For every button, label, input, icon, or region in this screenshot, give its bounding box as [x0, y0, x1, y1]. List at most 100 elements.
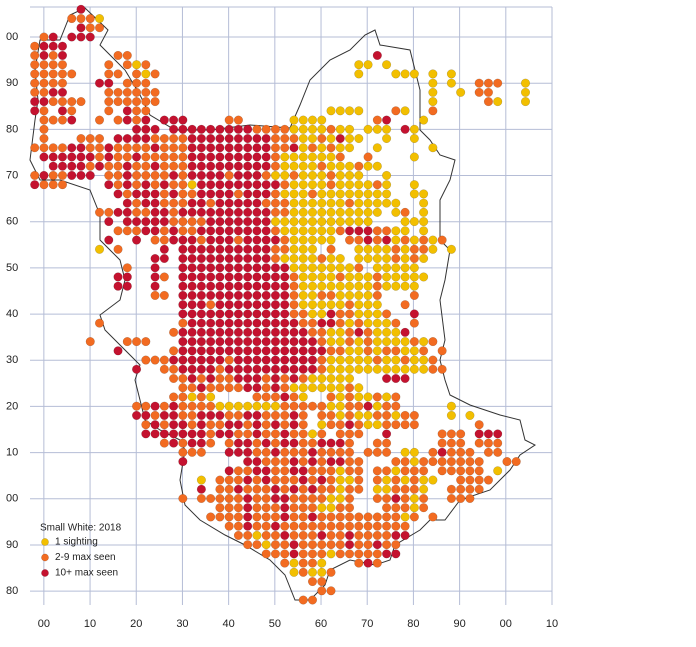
sighting-dot	[409, 263, 419, 273]
sighting-dot	[409, 475, 419, 485]
sighting-dot	[280, 300, 290, 310]
sighting-dot	[502, 457, 512, 467]
sighting-dot	[196, 410, 206, 420]
sighting-dot	[187, 401, 197, 411]
sighting-dot	[178, 124, 188, 134]
sighting-dot	[233, 189, 243, 199]
sighting-dot	[391, 337, 401, 347]
sighting-dot	[243, 355, 253, 365]
sighting-dot	[243, 244, 253, 254]
sighting-dot	[178, 410, 188, 420]
sighting-dot	[298, 530, 308, 540]
sighting-dot	[317, 272, 327, 282]
sighting-dot	[261, 272, 271, 282]
sighting-dot	[483, 447, 493, 457]
sighting-dot	[391, 226, 401, 236]
sighting-dot	[196, 475, 206, 485]
sighting-dot	[206, 327, 216, 337]
sighting-dot	[280, 346, 290, 356]
sighting-dot	[317, 281, 327, 291]
sighting-dot	[326, 410, 336, 420]
sighting-dot	[233, 355, 243, 365]
sighting-dot	[233, 318, 243, 328]
sighting-dot	[474, 457, 484, 467]
sighting-dot	[233, 521, 243, 531]
sighting-dot	[289, 457, 299, 467]
sighting-dot	[215, 143, 225, 153]
sighting-dot	[224, 217, 234, 227]
sighting-dot	[141, 124, 151, 134]
sighting-dot	[289, 124, 299, 134]
sighting-dot	[233, 420, 243, 430]
sighting-dot	[289, 180, 299, 190]
sighting-dot	[363, 410, 373, 420]
sighting-dot	[76, 13, 86, 24]
sighting-dot	[122, 198, 132, 208]
sighting-dot	[335, 373, 345, 384]
sighting-dot	[363, 337, 373, 347]
sighting-dot	[132, 401, 142, 411]
sighting-dot	[252, 503, 262, 513]
sighting-dot	[382, 170, 392, 180]
sighting-dot	[159, 143, 169, 153]
sighting-dot	[30, 170, 40, 180]
sighting-dot	[382, 429, 392, 439]
sighting-dot	[400, 346, 410, 356]
sighting-dot	[307, 133, 318, 144]
sighting-dot	[372, 327, 382, 337]
sighting-dot	[252, 226, 262, 236]
sighting-dot	[307, 466, 318, 476]
sighting-dot	[261, 530, 271, 540]
sighting-dot	[252, 438, 262, 448]
sighting-dot	[252, 235, 262, 245]
sighting-dot	[391, 401, 401, 411]
sighting-dot	[446, 466, 456, 476]
sighting-dot	[428, 447, 438, 457]
sighting-dot	[141, 410, 151, 420]
sighting-dot	[233, 272, 243, 282]
sighting-dot	[354, 346, 364, 356]
sighting-dot	[382, 124, 392, 134]
legend-swatch	[41, 569, 49, 577]
sighting-dot	[382, 337, 392, 347]
sighting-dot	[419, 503, 429, 513]
sighting-dot	[317, 447, 327, 457]
sighting-dot	[243, 309, 253, 319]
sighting-dot	[335, 263, 345, 273]
sighting-dot	[261, 466, 271, 476]
sighting-dot	[150, 281, 160, 291]
sighting-dot	[335, 530, 345, 540]
sighting-dot	[233, 115, 243, 125]
sighting-dot	[159, 429, 169, 439]
sighting-dot	[233, 447, 243, 457]
sighting-dot	[39, 106, 49, 116]
sighting-dot	[474, 429, 484, 439]
sighting-dot	[326, 549, 336, 559]
sighting-dot	[122, 207, 132, 217]
sighting-dot	[122, 60, 132, 70]
sighting-dot	[298, 493, 308, 504]
sighting-dot	[409, 244, 419, 254]
sighting-dot	[150, 235, 160, 245]
sighting-dot	[261, 493, 271, 504]
sighting-dot	[187, 143, 197, 153]
sighting-dot	[298, 217, 308, 227]
sighting-dot	[270, 143, 281, 153]
sighting-dot	[178, 318, 188, 328]
sighting-dot	[280, 530, 290, 540]
sighting-dot	[261, 457, 271, 467]
sighting-dot	[215, 272, 225, 282]
sighting-dot	[224, 226, 234, 236]
sighting-dot	[344, 290, 355, 300]
sighting-dot	[391, 327, 401, 337]
sighting-dot	[252, 244, 262, 254]
sighting-dot	[76, 161, 86, 171]
sighting-dot	[317, 290, 327, 300]
sighting-dot	[289, 327, 299, 337]
sighting-dot	[178, 244, 188, 254]
sighting-dot	[280, 410, 290, 420]
sighting-dot	[280, 512, 290, 522]
sighting-dot	[280, 235, 290, 245]
sighting-dot	[335, 207, 345, 217]
sighting-dot	[178, 263, 188, 273]
